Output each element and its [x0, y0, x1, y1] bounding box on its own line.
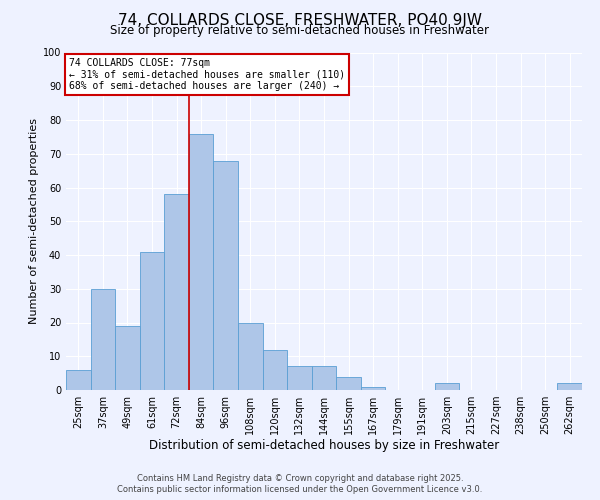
Bar: [189, 134, 214, 390]
Bar: [91, 289, 115, 390]
Bar: [312, 366, 336, 390]
Bar: [263, 350, 287, 390]
Bar: [238, 322, 263, 390]
Bar: [557, 383, 582, 390]
Bar: [140, 252, 164, 390]
X-axis label: Distribution of semi-detached houses by size in Freshwater: Distribution of semi-detached houses by …: [149, 438, 499, 452]
Text: Contains HM Land Registry data © Crown copyright and database right 2025.
Contai: Contains HM Land Registry data © Crown c…: [118, 474, 482, 494]
Y-axis label: Number of semi-detached properties: Number of semi-detached properties: [29, 118, 38, 324]
Bar: [115, 326, 140, 390]
Text: Size of property relative to semi-detached houses in Freshwater: Size of property relative to semi-detach…: [110, 24, 490, 37]
Bar: [336, 376, 361, 390]
Text: 74 COLLARDS CLOSE: 77sqm
← 31% of semi-detached houses are smaller (110)
68% of : 74 COLLARDS CLOSE: 77sqm ← 31% of semi-d…: [68, 58, 345, 91]
Bar: [287, 366, 312, 390]
Bar: [164, 194, 189, 390]
Text: 74, COLLARDS CLOSE, FRESHWATER, PO40 9JW: 74, COLLARDS CLOSE, FRESHWATER, PO40 9JW: [118, 12, 482, 28]
Bar: [361, 386, 385, 390]
Bar: [434, 383, 459, 390]
Bar: [66, 370, 91, 390]
Bar: [214, 160, 238, 390]
